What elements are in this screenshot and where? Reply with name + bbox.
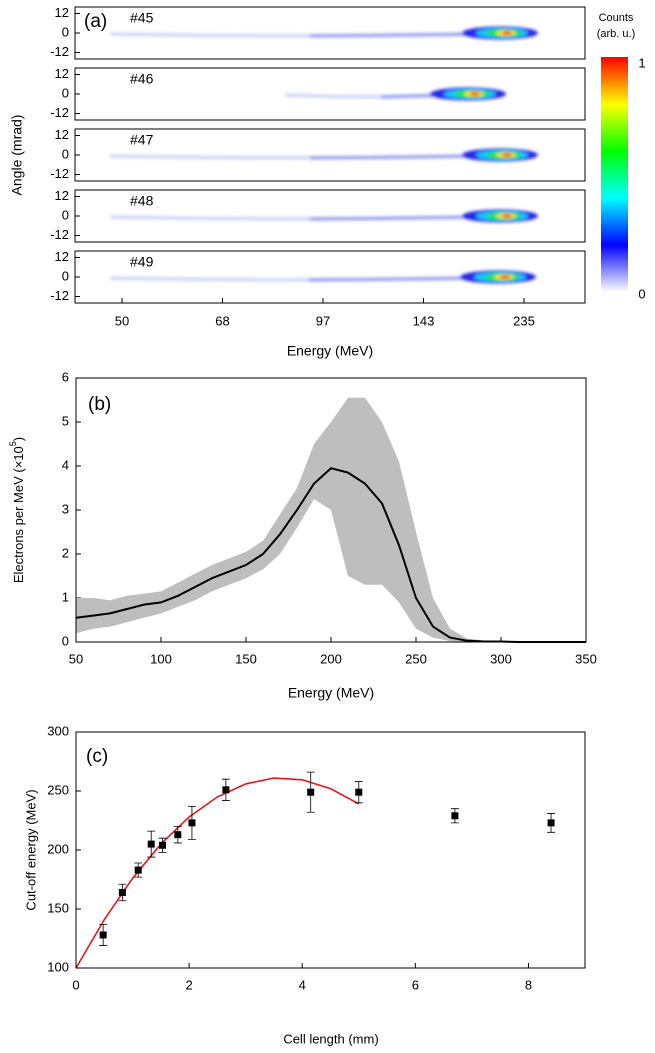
spectrum-image xyxy=(109,148,538,162)
y-tick-label: 5 xyxy=(62,413,69,428)
spread-band xyxy=(76,397,586,642)
panel-label: (c) xyxy=(86,746,108,767)
shot-label: #46 xyxy=(130,71,154,87)
y-tick-label: -12 xyxy=(50,105,69,120)
x-tick-label: 300 xyxy=(490,651,512,666)
y-tick-label: -12 xyxy=(50,166,69,181)
colorbar-title: (arb. u.) xyxy=(597,28,636,40)
y-tick-label: 300 xyxy=(47,723,69,738)
x-tick-label: 2 xyxy=(185,977,192,992)
fit-curve xyxy=(75,777,360,969)
data-point xyxy=(547,819,555,827)
x-tick-label: 50 xyxy=(69,651,83,666)
beam-core xyxy=(502,153,512,157)
beam-core xyxy=(502,214,512,218)
data-point xyxy=(222,786,230,794)
y-tick-label: 0 xyxy=(62,146,69,161)
data-point xyxy=(355,788,363,796)
y-tick-label: 2 xyxy=(62,545,69,560)
x-axis-title: Energy (MeV) xyxy=(288,685,374,701)
y-tick-label: 1 xyxy=(62,589,69,604)
panel-frame xyxy=(75,377,587,643)
y-tick-label: 12 xyxy=(55,5,69,20)
y-axis-title-part: Electrons per MeV (×10 xyxy=(11,446,26,583)
x-tick-label: 8 xyxy=(525,977,532,992)
y-axis-title: Cut-off energy (MeV) xyxy=(23,789,38,910)
x-axis-title: Energy (MeV) xyxy=(287,343,373,359)
data-point xyxy=(159,841,167,849)
panel-label: (b) xyxy=(88,394,111,415)
y-tick-label: -12 xyxy=(50,288,69,303)
x-tick-label: 143 xyxy=(413,313,435,328)
data-point xyxy=(307,788,315,796)
y-tick-label: 12 xyxy=(55,127,69,142)
data-point xyxy=(99,931,107,939)
y-tick-label: 100 xyxy=(47,959,69,974)
x-tick-label: 150 xyxy=(235,651,257,666)
y-axis-title-sup: 5 xyxy=(8,441,18,446)
shot-label: #45 xyxy=(130,10,154,26)
shot-label: #47 xyxy=(130,132,154,148)
y-tick-label: 6 xyxy=(62,369,69,384)
y-tick-label: 4 xyxy=(62,457,69,472)
data-point xyxy=(188,819,196,827)
colorbar-tick-label: 1 xyxy=(638,55,645,70)
y-axis-title: Angle (mrad) xyxy=(9,115,25,196)
spectrum-image xyxy=(109,270,536,284)
shot-label: #48 xyxy=(130,193,154,209)
x-tick-label: 97 xyxy=(316,313,330,328)
spectrum-image xyxy=(109,26,538,40)
spectrum-image xyxy=(109,209,538,223)
y-axis-title-part: ) xyxy=(11,437,26,441)
x-tick-label: 0 xyxy=(72,977,79,992)
y-tick-label: 0 xyxy=(62,24,69,39)
y-axis-title: Electrons per MeV (×105) xyxy=(8,437,26,583)
x-axis-title: Cell length (mm) xyxy=(283,1031,378,1046)
shot-label: #49 xyxy=(130,254,154,270)
colorbar-title: Counts xyxy=(599,12,634,24)
y-tick-label: 12 xyxy=(55,249,69,264)
x-tick-label: 6 xyxy=(412,977,419,992)
colorbar xyxy=(601,57,628,292)
beam-core xyxy=(470,92,480,96)
beam-core xyxy=(502,31,512,35)
y-tick-label: 200 xyxy=(47,841,69,856)
y-tick-label: 3 xyxy=(62,501,69,516)
x-tick-label: 100 xyxy=(150,651,172,666)
spectrum-image xyxy=(284,87,506,101)
y-tick-label: 0 xyxy=(62,207,69,222)
beam-core xyxy=(500,275,510,279)
data-point xyxy=(451,812,459,820)
x-tick-label: 235 xyxy=(513,313,535,328)
panel-label: (a) xyxy=(84,11,107,32)
data-point xyxy=(147,840,155,848)
y-tick-label: 150 xyxy=(47,900,69,915)
y-tick-label: 0 xyxy=(62,268,69,283)
y-tick-label: 0 xyxy=(62,633,69,648)
y-tick-label: 250 xyxy=(47,782,69,797)
x-tick-label: 4 xyxy=(299,977,306,992)
x-tick-label: 68 xyxy=(215,313,229,328)
x-tick-label: 250 xyxy=(405,651,427,666)
data-point xyxy=(134,866,142,874)
panel-frame xyxy=(75,731,586,969)
data-point xyxy=(174,831,182,839)
y-tick-label: 0 xyxy=(62,85,69,100)
data-point xyxy=(118,888,126,896)
x-tick-label: 50 xyxy=(115,313,129,328)
colorbar-tick-label: 0 xyxy=(638,286,645,301)
y-tick-label: 12 xyxy=(55,66,69,81)
x-tick-label: 350 xyxy=(575,651,597,666)
x-tick-label: 200 xyxy=(320,651,342,666)
y-tick-label: -12 xyxy=(50,44,69,59)
y-tick-label: -12 xyxy=(50,227,69,242)
y-tick-label: 12 xyxy=(55,188,69,203)
